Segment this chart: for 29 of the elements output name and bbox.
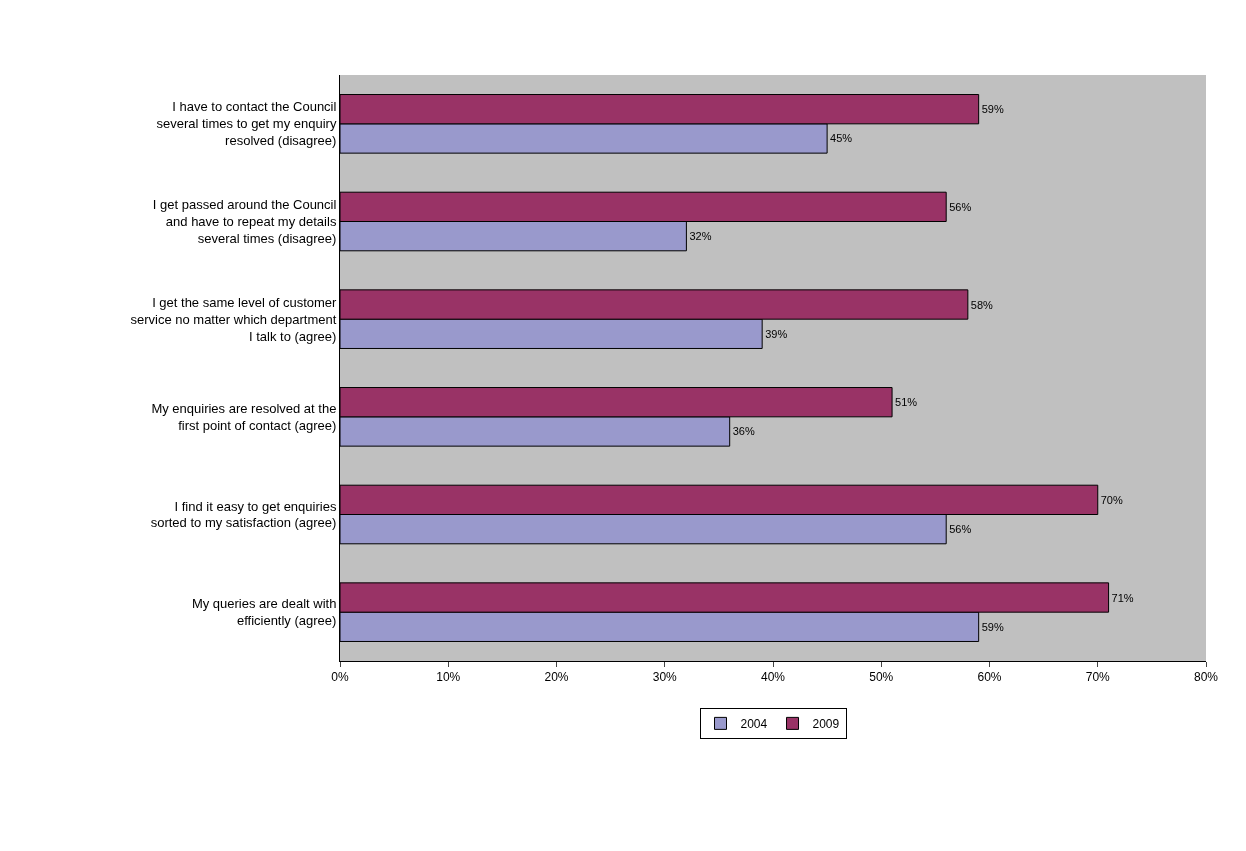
data-label: 59% [981,620,1004,633]
y-tick-label: My enquiries are resolved at the first point of contact (agree) [151,400,337,433]
y-tick-label: My queries are dealt with efficiently (agree) [191,596,337,629]
x-tick-label: 40% [760,670,786,685]
y-tick-label: I have to contact the Council several times to get my enquiry resolved (disagree) [156,99,337,149]
y-tick-label: I get the same level of customer service no matter which department I talk to (agree) [130,294,338,344]
x-tick-label: 30% [652,670,678,685]
legend-label: 2004 [740,717,768,732]
data-label: 71% [1111,591,1134,604]
data-label: 58% [970,298,994,311]
x-tick-label: 80% [1193,670,1219,685]
data-label: 32% [689,230,712,243]
x-tick-label: 20% [544,670,569,685]
data-label: 36% [732,425,755,438]
x-tick-label: 0% [331,670,349,685]
x-tick-label: 10% [436,670,461,685]
data-label: 39% [765,327,788,340]
data-label: 56% [949,200,972,213]
legend-label: 2009 [812,717,840,732]
data-label: 45% [830,132,853,145]
data-label: 56% [949,523,972,536]
x-tick-label: 50% [869,670,894,685]
x-tick-label: 60% [977,670,1002,685]
y-tick-label: I get passed around the Council and have to repeat my details several times (disagree) [152,197,337,246]
data-label: 70% [1100,493,1123,506]
y-tick-label: I find it easy to get enquiries sorted to my satisfaction (agree) [150,498,337,531]
x-tick-label: 70% [1085,670,1111,685]
data-label: 51% [895,396,918,409]
data-label: 59% [981,103,1004,116]
